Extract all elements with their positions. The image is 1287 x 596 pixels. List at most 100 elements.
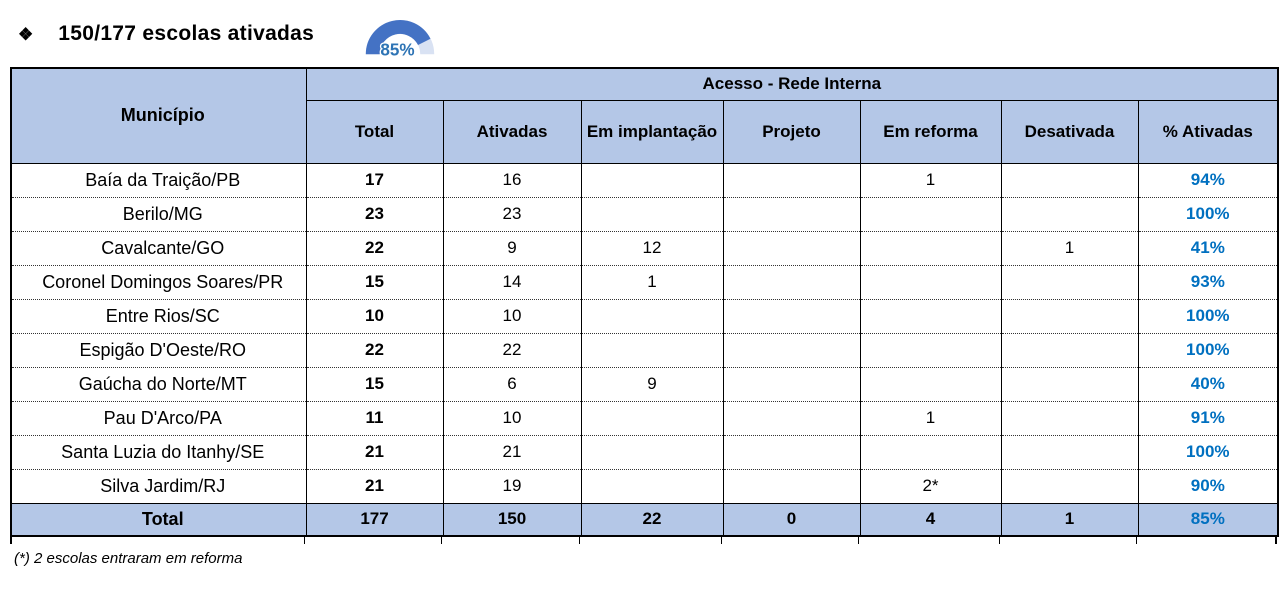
em-reforma-cell [859,230,1002,265]
desativada-cell [1000,366,1139,401]
municipality-cell: Cavalcante/GO [10,230,307,265]
projeto-cell [722,434,861,469]
em-implantacao-cell: 1 [580,264,724,299]
projeto-cell [722,468,861,503]
table-row: Entre Rios/SC 10 10 100% [10,298,1279,333]
municipality-cell: Baía da Traição/PB [10,162,307,197]
group-column-header: Acesso - Rede Interna [305,67,1279,101]
gauge-fill [365,20,431,55]
em-implantacao-cell [580,162,724,197]
pct-ativadas-cell: 94% [1137,162,1279,197]
pct-ativadas-cell: 85% [1137,502,1279,536]
projeto-cell [722,366,861,401]
em-reforma-cell [859,332,1002,367]
municipality-cell: Espigão D'Oeste/RO [10,332,307,367]
total-cell: 15 [305,264,444,299]
municipality-cell: Berilo/MG [10,196,307,231]
municipality-cell: Santa Luzia do Itanhy/SE [10,434,307,469]
total-row: Total 177 150 22 0 4 1 85% [10,502,1279,536]
desativada-cell [1000,264,1139,299]
schools-table: Município Acesso - Rede Interna Total At… [10,67,1280,537]
projeto-cell [722,298,861,333]
desativada-cell [1000,468,1139,503]
table-row: Cavalcante/GO 22 9 12 1 41% [10,230,1279,265]
em-implantacao-cell [580,298,724,333]
projeto-cell: 0 [722,502,861,536]
total-cell: 15 [305,366,444,401]
column-header-em-implantacao: Em implantação [580,99,724,164]
municipality-cell: Pau D'Arco/PA [10,400,307,435]
total-cell: 177 [305,502,444,536]
table-header: Município Acesso - Rede Interna Total At… [10,67,1279,164]
em-reforma-cell [859,298,1002,333]
column-header-total: Total [305,99,444,164]
projeto-cell [722,196,861,231]
pct-ativadas-cell: 41% [1137,230,1279,265]
em-reforma-cell: 4 [859,502,1002,536]
municipality-column-header: Município [10,67,307,164]
ativadas-cell: 10 [442,400,582,435]
municipality-cell: Entre Rios/SC [10,298,307,333]
pct-ativadas-cell: 100% [1137,434,1279,469]
column-header-desativada: Desativada [1000,99,1139,164]
municipality-cell: Total [10,502,307,536]
total-cell: 23 [305,196,444,231]
desativada-cell [1000,298,1139,333]
em-implantacao-cell [580,196,724,231]
municipality-cell: Coronel Domingos Soares/PR [10,264,307,299]
desativada-cell: 1 [1000,230,1139,265]
footnote: (*) 2 escolas entraram em reforma [14,550,243,567]
table-row: Pau D'Arco/PA 11 10 1 91% [10,400,1279,435]
em-implantacao-cell: 12 [580,230,724,265]
table-row: Baía da Traição/PB 17 16 1 94% [10,162,1279,197]
pct-ativadas-cell: 100% [1137,196,1279,231]
pct-ativadas-cell: 100% [1137,298,1279,333]
em-reforma-cell [859,264,1002,299]
projeto-cell [722,230,861,265]
em-implantacao-cell [580,332,724,367]
ativadas-cell: 21 [442,434,582,469]
table-row: Espigão D'Oeste/RO 22 22 100% [10,332,1279,367]
ativadas-cell: 23 [442,196,582,231]
table-row: Berilo/MG 23 23 100% [10,196,1279,231]
projeto-cell [722,332,861,367]
column-header-projeto: Projeto [722,99,861,164]
em-reforma-cell: 1 [859,162,1002,197]
em-reforma-cell [859,366,1002,401]
table-row: Gaúcha do Norte/MT 15 6 9 40% [10,366,1279,401]
column-header-pct-ativadas: % Ativadas [1137,99,1279,164]
table-body: Baía da Traição/PB 17 16 1 94% Berilo/MG 23 23 1… [10,162,1279,536]
desativada-cell [1000,162,1139,197]
pct-ativadas-cell: 90% [1137,468,1279,503]
em-reforma-cell [859,196,1002,231]
page-title: 150/177 escolas ativadas [58,22,315,45]
em-reforma-cell: 1 [859,400,1002,435]
total-cell: 21 [305,468,444,503]
ativadas-cell: 150 [442,502,582,536]
activation-gauge: 85% [365,20,435,58]
diamond-bullet-icon: ❖ [18,25,34,44]
projeto-cell [722,162,861,197]
pct-ativadas-cell: 91% [1137,400,1279,435]
group-header-row: Município Acesso - Rede Interna [10,67,1279,164]
table-row: Santa Luzia do Itanhy/SE 21 21 100% [10,434,1279,469]
total-cell: 21 [305,434,444,469]
em-implantacao-cell: 9 [580,366,724,401]
gauge-label: 85% [380,41,414,58]
total-cell: 17 [305,162,444,197]
municipality-cell: Silva Jardim/RJ [10,468,307,503]
em-reforma-cell [859,434,1002,469]
ativadas-cell: 16 [442,162,582,197]
ativadas-cell: 22 [442,332,582,367]
total-cell: 22 [305,230,444,265]
desativada-cell [1000,434,1139,469]
municipality-cell: Gaúcha do Norte/MT [10,366,307,401]
desativada-cell: 1 [1000,502,1139,536]
sub-header-row: Total Ativadas Em implantação Projeto Em… [11,99,1279,164]
projeto-cell [722,400,861,435]
ativadas-cell: 6 [442,366,582,401]
ativadas-cell: 14 [442,264,582,299]
total-cell: 22 [305,332,444,367]
column-header-em-reforma: Em reforma [859,99,1002,164]
em-implantacao-cell [580,468,724,503]
